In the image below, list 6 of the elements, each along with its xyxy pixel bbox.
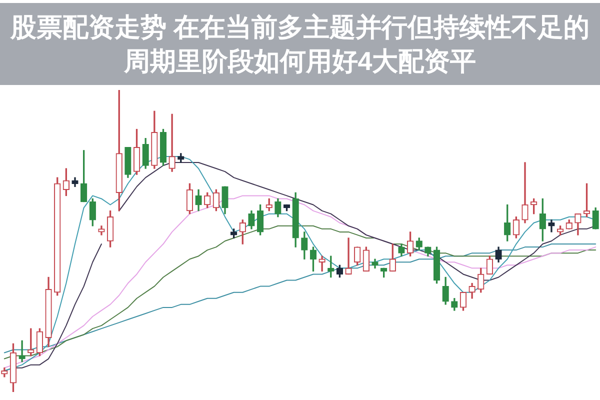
candlestick [345, 238, 352, 275]
candlestick [522, 162, 528, 224]
candlestick [18, 340, 26, 362]
chart-title: 股票配资走势 在在当前多主题并行但持续性不足的周期里阶段如何用好4大配资平 [0, 3, 600, 85]
candlestick [168, 114, 176, 172]
candlestick [318, 256, 326, 272]
